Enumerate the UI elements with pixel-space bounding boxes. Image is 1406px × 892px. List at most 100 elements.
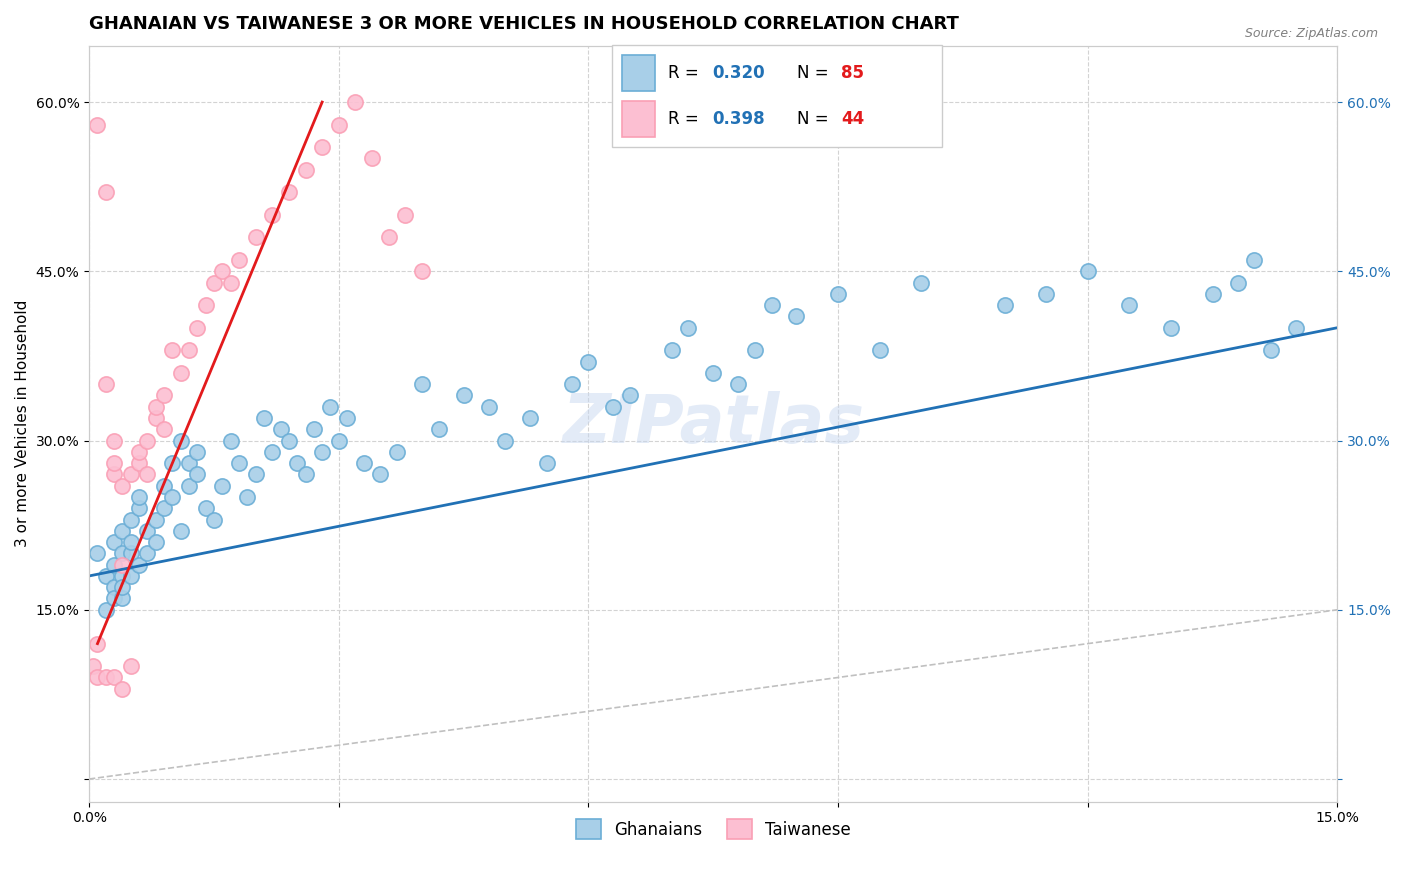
Point (128, 490, 150, 504)
Point (561, 377, 583, 392)
Point (328, 434, 350, 448)
Point (602, 400, 624, 414)
Point (211, 478, 233, 492)
Text: 85: 85 (841, 64, 865, 82)
Point (262, 208, 284, 222)
Point (245, 230, 267, 244)
Point (702, 366, 724, 380)
Point (993, 298, 1015, 312)
Point (128, 445, 150, 459)
Point (394, 208, 416, 222)
Point (294, 162, 316, 177)
Text: N =: N = (797, 64, 834, 82)
Y-axis label: 3 or more Vehicles in Household: 3 or more Vehicles in Household (15, 300, 30, 548)
Point (219, 276, 242, 290)
Point (294, 467, 316, 482)
Point (111, 558, 134, 572)
Point (145, 535, 167, 549)
Point (202, 276, 225, 290)
Point (94, 377, 117, 392)
Point (103, 535, 125, 549)
Point (120, 569, 142, 583)
Point (86, 670, 108, 684)
Point (153, 422, 176, 436)
Point (170, 524, 193, 538)
Point (194, 501, 217, 516)
Point (228, 456, 250, 470)
Point (111, 591, 134, 606)
Point (103, 434, 125, 448)
Legend: Ghanaians, Taiwanese: Ghanaians, Taiwanese (569, 813, 858, 847)
Point (1201, 286, 1223, 301)
Point (328, 118, 350, 132)
Point (1035, 286, 1057, 301)
Point (302, 422, 325, 436)
Point (228, 253, 250, 268)
Point (177, 343, 200, 358)
Point (202, 512, 225, 526)
Bar (621, 101, 655, 137)
Point (94, 569, 117, 583)
Point (94, 603, 117, 617)
Point (1243, 253, 1265, 268)
Point (162, 456, 184, 470)
Point (186, 467, 208, 482)
Text: 0.398: 0.398 (713, 111, 765, 128)
Point (111, 681, 134, 696)
Point (128, 558, 150, 572)
Point (744, 343, 766, 358)
Text: N =: N = (797, 111, 834, 128)
Point (145, 400, 167, 414)
Point (111, 478, 134, 492)
Point (120, 535, 142, 549)
Point (270, 422, 292, 436)
Point (1160, 320, 1182, 334)
Point (1285, 320, 1308, 334)
Point (385, 445, 408, 459)
Point (111, 524, 134, 538)
Point (370, 467, 392, 482)
Point (277, 186, 299, 200)
Point (262, 445, 284, 459)
Point (136, 546, 159, 560)
Point (427, 422, 450, 436)
Point (536, 456, 558, 470)
Text: GHANAIAN VS TAIWANESE 3 OR MORE VEHICLES IN HOUSEHOLD CORRELATION CHART: GHANAIAN VS TAIWANESE 3 OR MORE VEHICLES… (89, 15, 959, 33)
Point (128, 501, 150, 516)
Point (153, 478, 176, 492)
Point (869, 343, 891, 358)
Point (103, 670, 125, 684)
Point (478, 400, 501, 414)
Point (319, 400, 342, 414)
Point (661, 343, 683, 358)
Text: 44: 44 (841, 111, 865, 128)
Bar (621, 55, 655, 91)
Point (311, 445, 333, 459)
Point (162, 343, 184, 358)
Point (211, 264, 233, 278)
Point (311, 140, 333, 154)
Point (245, 467, 267, 482)
Point (377, 230, 399, 244)
Point (111, 580, 134, 594)
Point (519, 411, 541, 425)
Point (361, 152, 384, 166)
Point (494, 434, 516, 448)
Point (86, 546, 108, 560)
Point (578, 354, 600, 368)
Point (103, 558, 125, 572)
Point (277, 434, 299, 448)
Point (82, 659, 104, 673)
FancyBboxPatch shape (612, 45, 942, 147)
Point (619, 388, 641, 402)
Point (120, 512, 142, 526)
Point (1077, 264, 1099, 278)
Point (120, 659, 142, 673)
Point (253, 411, 276, 425)
Point (120, 546, 142, 560)
Point (103, 456, 125, 470)
Point (120, 467, 142, 482)
Text: Source: ZipAtlas.com: Source: ZipAtlas.com (1244, 27, 1378, 40)
Point (910, 276, 932, 290)
Point (678, 320, 700, 334)
